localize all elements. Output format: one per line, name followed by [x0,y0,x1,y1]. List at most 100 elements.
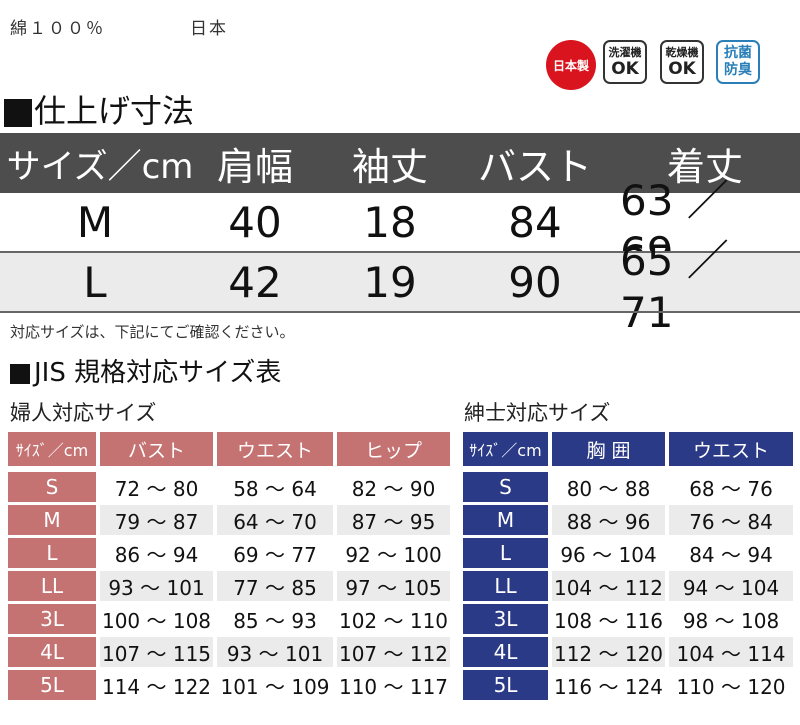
men-waist-cell: 76 ～ 84 [669,505,793,535]
women-row-5l: 5L 114 ～ 122 101 ～ 109 110 ～ 117 [8,670,450,700]
row-length: 65 ／ 71 [620,236,729,337]
men-row-3l: 3L 108 ～ 116 98 ～ 108 [463,604,793,634]
women-hip-cell: 107 ～ 112 [337,637,450,667]
deodorant-label: 防臭 [724,62,752,78]
women-bust-cell: 86 ～ 94 [100,538,213,568]
women-waist-cell: 93 ～ 101 [217,637,333,667]
women-row-m: M 79 ～ 87 64 ～ 70 87 ～ 95 [8,505,450,535]
square-bullet-icon [10,363,30,384]
women-bust-cell: 72 ～ 80 [100,472,213,502]
women-header-size: ｻｲｽﾞ／cm [8,432,96,466]
women-size-cell: M [8,505,96,535]
men-waist-cell: 98 ～ 108 [669,604,793,634]
row-size: L [83,257,107,307]
women-waist-cell: 69 ～ 77 [217,538,333,568]
men-header-size: ｻｲｽﾞ／cm [463,432,548,466]
women-waist-cell: 85 ～ 93 [217,604,333,634]
men-chest-cell: 88 ～ 96 [552,505,665,535]
women-bust-cell: 107 ～ 115 [100,637,213,667]
men-waist-cell: 68 ～ 76 [669,472,793,502]
men-waist-cell: 104 ～ 114 [669,637,793,667]
dryer-ok-badge: 乾燥機 OK [660,40,704,84]
men-header-chest: 胸 囲 [552,432,665,466]
women-waist-cell: 64 ～ 70 [217,505,333,535]
women-table-header: ｻｲｽﾞ／cm バスト ウエスト ヒップ [8,432,450,466]
women-waist-cell: 77 ～ 85 [217,571,333,601]
men-waist-cell: 94 ～ 104 [669,571,793,601]
men-chest-cell: 116 ～ 124 [552,670,665,700]
finished-dimensions-title: 仕上げ寸法 [34,92,195,130]
women-header-bust: バスト [100,432,213,466]
row-bust: 90 [508,257,562,307]
men-size-cell: 3L [463,604,548,634]
material-text: 綿１００％ [10,19,105,39]
men-row-m: M 88 ～ 96 76 ～ 84 [463,505,793,535]
size-note: 対応サイズは、下記にてご確認ください。 [10,323,295,341]
women-bust-cell: 93 ～ 101 [100,571,213,601]
header-length: 着丈 [666,144,743,189]
women-header-waist: ウエスト [217,432,333,466]
men-size-cell: L [463,538,548,568]
finished-row-l: L 42 19 90 65 ／ 71 [0,236,800,337]
made-in-japan-badge: 日本製 [546,40,596,90]
header-sleeve-length: 袖丈 [351,144,428,189]
women-hip-cell: 110 ～ 117 [337,670,450,700]
men-size-cell: 5L [463,670,548,700]
women-waist-cell: 58 ～ 64 [217,472,333,502]
women-bust-cell: 100 ～ 108 [100,604,213,634]
women-hip-cell: 102 ～ 110 [337,604,450,634]
women-size-cell: S [8,472,96,502]
women-size-cell: L [8,538,96,568]
men-size-title: 紳士対応サイズ [464,401,611,425]
women-size-cell: 5L [8,670,96,700]
women-hip-cell: 87 ～ 95 [337,505,450,535]
row-divider [0,311,800,313]
men-chest-cell: 80 ～ 88 [552,472,665,502]
women-size-cell: LL [8,571,96,601]
antibacterial-deodorant-badge: 抗菌 防臭 [716,40,760,84]
men-waist-cell: 110 ～ 120 [669,670,793,700]
finished-dimensions-heading: 仕上げ寸法 [4,86,194,132]
row-sleeve: 19 [363,257,417,307]
finished-table-header: サイズ／cm 肩幅 袖丈 バスト 着丈 [0,133,800,193]
men-row-l: L 96 ～ 104 84 ～ 94 [463,538,793,568]
women-bust-cell: 114 ～ 122 [100,670,213,700]
made-in-japan-label: 日本製 [552,58,589,73]
men-size-cell: M [463,505,548,535]
women-waist-cell: 101 ～ 109 [217,670,333,700]
women-bust-cell: 79 ～ 87 [100,505,213,535]
men-size-cell: 4L [463,637,548,667]
women-row-s: S 72 ～ 80 58 ～ 64 82 ～ 90 [8,472,450,502]
women-row-l: L 86 ～ 94 69 ～ 77 92 ～ 100 [8,538,450,568]
women-hip-cell: 82 ～ 90 [337,472,450,502]
women-hip-cell: 92 ～ 100 [337,538,450,568]
women-row-4l: 4L 107 ～ 115 93 ～ 101 107 ～ 112 [8,637,450,667]
men-row-4l: 4L 112 ～ 120 104 ～ 114 [463,637,793,667]
header-shoulder-width: 肩幅 [216,144,293,189]
men-chest-cell: 112 ～ 120 [552,637,665,667]
washing-machine-ok-badge: 洗濯機 OK [603,40,647,84]
washing-ok-label: OK [611,58,639,79]
row-divider [0,251,800,253]
antibacterial-label: 抗菌 [724,45,752,61]
jis-heading: JIS 規格対応サイズ表 [10,352,281,389]
men-table-header: ｻｲｽﾞ／cm 胸 囲 ウエスト [463,432,793,466]
row-shoulder: 40 [228,197,282,247]
men-header-waist: ウエスト [669,432,793,466]
square-bullet-icon [4,99,32,127]
women-header-hip: ヒップ [337,432,450,466]
men-chest-cell: 104 ～ 112 [552,571,665,601]
origin-text: 日本 [190,19,228,39]
header-size-cm: サイズ／cm [6,146,194,187]
men-row-ll: LL 104 ～ 112 94 ～ 104 [463,571,793,601]
row-shoulder: 42 [228,257,282,307]
women-size-cell: 3L [8,604,96,634]
women-size-cell: 4L [8,637,96,667]
men-chest-cell: 96 ～ 104 [552,538,665,568]
men-size-cell: LL [463,571,548,601]
women-hip-cell: 97 ～ 105 [337,571,450,601]
men-chest-cell: 108 ～ 116 [552,604,665,634]
row-bust: 84 [508,197,562,247]
men-row-5l: 5L 116 ～ 124 110 ～ 120 [463,670,793,700]
dryer-ok-label: OK [668,58,696,79]
